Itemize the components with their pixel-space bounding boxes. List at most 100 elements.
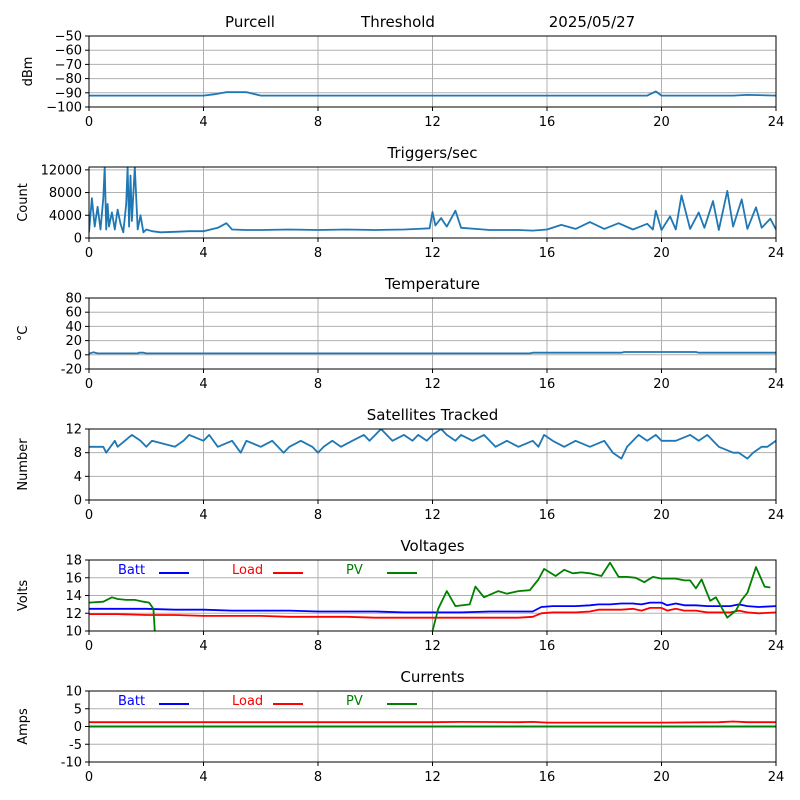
y-tick-label: -10 — [61, 756, 82, 771]
x-tick-label: 4 — [199, 508, 207, 523]
series-line-trace-1 — [89, 167, 776, 234]
y-tick-label: 8000 — [49, 186, 82, 201]
legend-label-pv: PV — [346, 694, 363, 709]
chart-panel-6: 0 4 8 12 16 20 24 -10 -5 0 5 10 Amps Currents Batt Load… — [16, 668, 784, 785]
y-tick-label: 0 — [74, 348, 82, 363]
y-tick-label: 10 — [65, 685, 82, 700]
x-tick-label: 0 — [85, 246, 93, 261]
x-tick-label: 24 — [768, 639, 785, 654]
y-tick-label: −90 — [55, 86, 82, 101]
x-tick-label: 0 — [85, 770, 93, 785]
x-tick-label: 8 — [314, 639, 322, 654]
series-group — [89, 167, 776, 234]
chart-panels: 0 4 8 12 16 20 24 −100−90−80−70−60−50 dBm 0 4 8 12 16… — [16, 30, 784, 786]
x-tick-label: 20 — [653, 377, 670, 392]
x-tick-label: 16 — [539, 639, 556, 654]
y-tick-label: 10 — [65, 625, 82, 640]
y-tick-label: 8 — [74, 446, 82, 461]
series-line-trace-4 — [431, 561, 771, 631]
y-tick-label: 4 — [74, 470, 82, 485]
x-tick-label: 12 — [424, 115, 441, 130]
y-tick-label: −60 — [55, 44, 82, 59]
x-tick-label: 16 — [539, 246, 556, 261]
legend-label-load: Load — [232, 694, 263, 709]
y-axis-label: Number — [16, 438, 31, 491]
panel-title: Satellites Tracked — [367, 406, 498, 424]
y-tick-label: 0 — [74, 720, 82, 735]
x-tick-label: 12 — [424, 770, 441, 785]
panel-title: Currents — [400, 668, 464, 686]
legend-label-load: Load — [232, 563, 263, 578]
x-tick-label: 0 — [85, 639, 93, 654]
x-tick-label: 24 — [768, 246, 785, 261]
y-tick-label: 80 — [65, 292, 82, 307]
x-tick-label: 16 — [539, 115, 556, 130]
chart-panel-1: 0 4 8 12 16 20 24 −100−90−80−70−60−50 dBm — [21, 30, 784, 131]
y-tick-label: −50 — [55, 30, 82, 45]
x-tick-label: 20 — [653, 639, 670, 654]
x-tick-label: 4 — [199, 377, 207, 392]
series-group — [89, 351, 776, 355]
y-tick-label: 60 — [65, 306, 82, 321]
y-tick-label: −70 — [55, 58, 82, 73]
x-tick-label: 12 — [424, 508, 441, 523]
chart-panel-5: 0 4 8 12 16 20 24 10 12 14 16 18 Volts Voltages Batt Lo… — [16, 537, 784, 654]
series-line-trace-1 — [89, 429, 776, 460]
x-tick-label: 0 — [85, 508, 93, 523]
x-tick-label: 4 — [199, 770, 207, 785]
y-tick-label: 4000 — [49, 209, 82, 224]
series-group — [89, 561, 776, 631]
legend-label-batt: Batt — [118, 694, 145, 709]
panel-title: Temperature — [384, 275, 480, 293]
x-tick-label: 4 — [199, 115, 207, 130]
x-tick-label: 20 — [653, 770, 670, 785]
series-line-load — [89, 607, 776, 619]
x-tick-label: 24 — [768, 770, 785, 785]
x-tick-label: 8 — [314, 115, 322, 130]
y-axis-label: °C — [16, 326, 31, 342]
x-tick-label: 20 — [653, 246, 670, 261]
x-tick-label: 0 — [85, 377, 93, 392]
panel-title: Voltages — [400, 537, 464, 555]
y-tick-label: 0 — [74, 232, 82, 247]
y-tick-label: −100 — [46, 101, 82, 116]
x-tick-label: 16 — [539, 770, 556, 785]
mode-label: Threshold — [360, 13, 435, 31]
x-tick-label: 8 — [314, 508, 322, 523]
y-axis-label: Amps — [16, 708, 31, 745]
x-tick-label: 8 — [314, 770, 322, 785]
x-tick-label: 16 — [539, 377, 556, 392]
x-tick-label: 8 — [314, 246, 322, 261]
legend-label-batt: Batt — [118, 563, 145, 578]
x-tick-label: 4 — [199, 246, 207, 261]
series-line-trace-1 — [89, 351, 776, 355]
x-tick-label: 8 — [314, 377, 322, 392]
y-axis-label: Count — [16, 183, 31, 222]
x-tick-label: 0 — [85, 115, 93, 130]
x-tick-label: 24 — [768, 377, 785, 392]
x-tick-label: 20 — [653, 508, 670, 523]
y-tick-label: 12 — [65, 423, 82, 438]
y-tick-label: 20 — [65, 334, 82, 349]
x-tick-label: 16 — [539, 508, 556, 523]
x-tick-label: 12 — [424, 377, 441, 392]
chart-panel-4: 0 4 8 12 16 20 24 0 4 8 12 Number Satellites Tracked — [16, 406, 784, 523]
legend-label-pv: PV — [346, 563, 363, 578]
date-label: 2025/05/27 — [549, 13, 635, 31]
y-tick-label: −80 — [55, 72, 82, 87]
x-tick-label: 4 — [199, 639, 207, 654]
x-tick-label: 24 — [768, 508, 785, 523]
x-tick-label: 12 — [424, 639, 441, 654]
series-line-load — [89, 720, 776, 724]
series-line-trace-1 — [89, 90, 776, 97]
y-tick-label: -20 — [61, 363, 82, 378]
y-axis-label: Volts — [16, 580, 31, 612]
series-group — [89, 429, 776, 460]
panel-title: Triggers/sec — [387, 144, 478, 162]
y-tick-label: 16 — [65, 571, 82, 586]
series-group — [89, 720, 776, 728]
series-line-pv — [89, 596, 156, 631]
y-tick-label: 12 — [65, 607, 82, 622]
